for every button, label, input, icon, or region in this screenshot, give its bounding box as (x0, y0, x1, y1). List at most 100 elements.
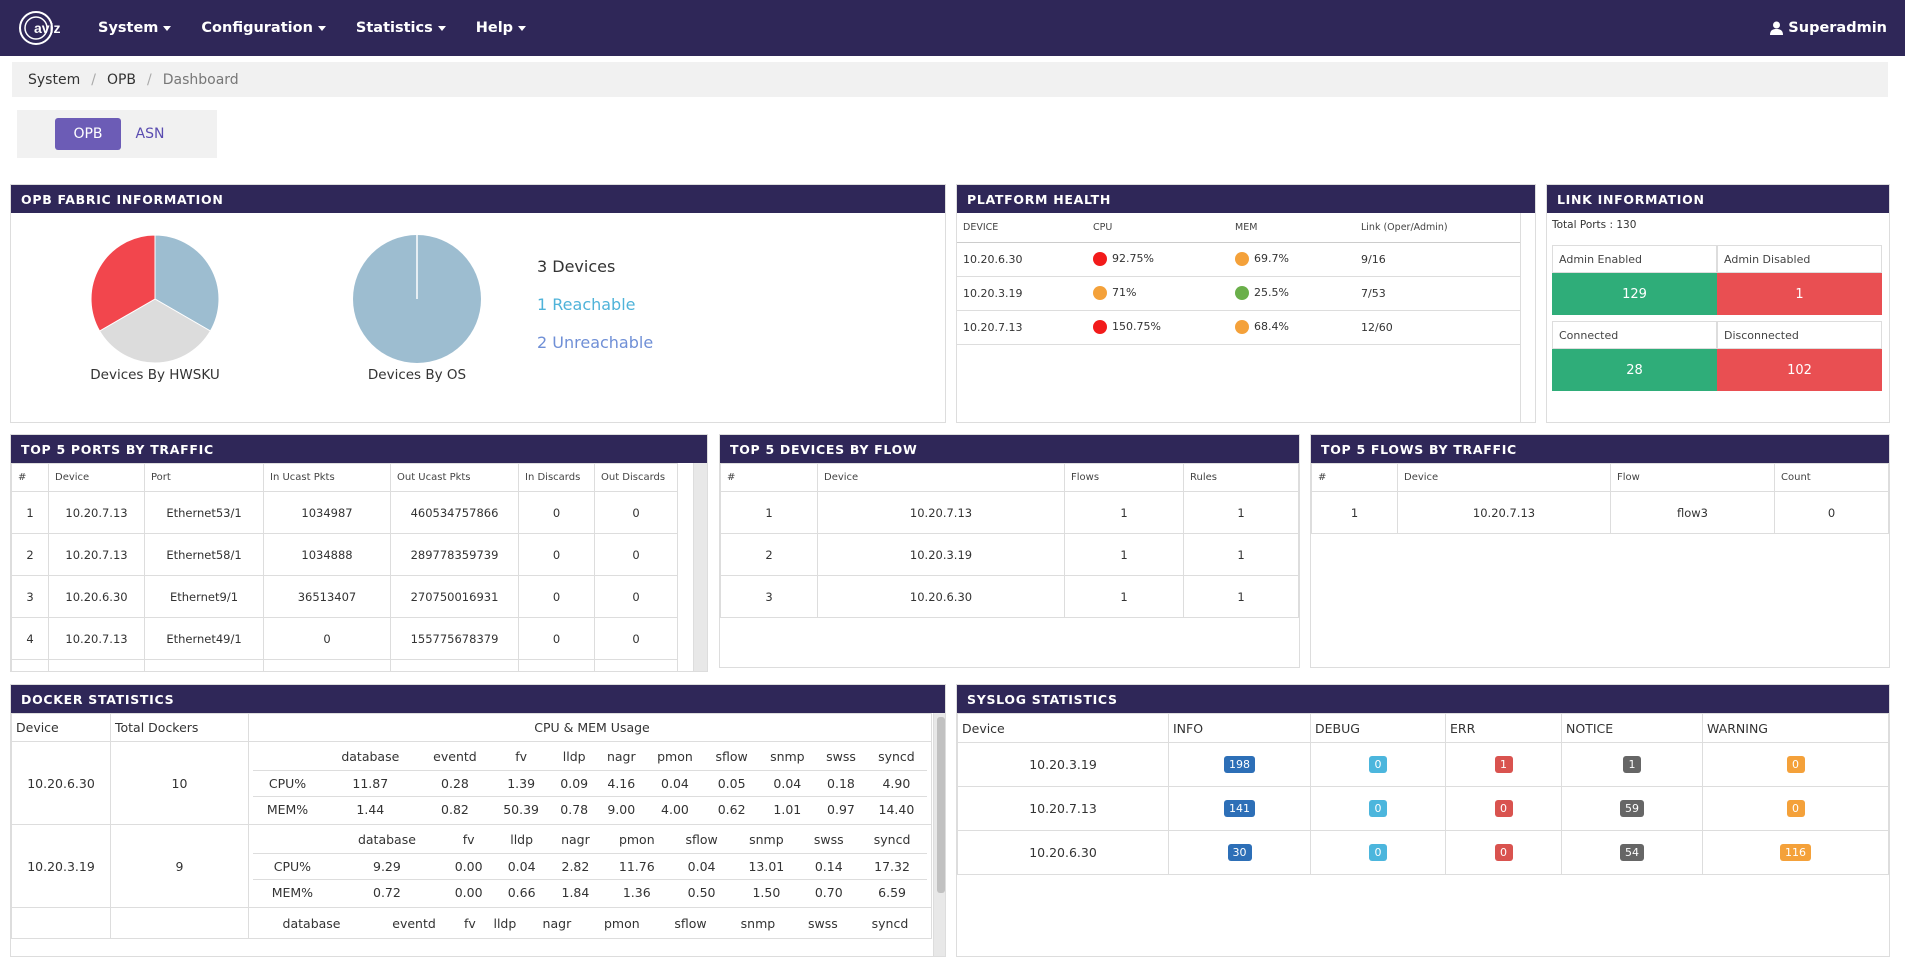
syslog-table: Device INFO DEBUG ERR NOTICE WARNING 10.… (957, 713, 1889, 875)
usage-cell: 0.82 (441, 801, 469, 817)
hwsku-pie: Devices By HWSKU (80, 235, 230, 383)
usage-cell: 0.78 (560, 801, 589, 817)
menu-system[interactable]: System (98, 20, 172, 36)
notice-count-badge[interactable]: 54 (1620, 844, 1644, 861)
device-row[interactable]: 3 10.20.6.30 1 1 (720, 575, 1299, 618)
health-device[interactable]: 10.20.7.13 (957, 310, 1087, 345)
warning-count-badge[interactable]: 0 (1786, 800, 1805, 817)
warning-count-badge[interactable]: 116 (1780, 844, 1811, 861)
usage-cell (253, 827, 332, 854)
port-row[interactable]: 1 10.20.7.13 Ethernet53/1 1034987 4605347578… (11, 491, 678, 534)
docker-device[interactable]: 10.20.3.19 (11, 824, 111, 908)
syslog-cell: 54 (1561, 830, 1703, 875)
usage-cell: nagr (542, 915, 572, 931)
col-out-ucast: Out Ucast Pkts (390, 463, 519, 492)
warning-count-badge[interactable]: 0 (1786, 756, 1805, 773)
cell: Ethernet58/1 (144, 533, 264, 576)
top-flows-panel: TOP 5 FLOWS BY TRAFFIC # Device Flow Cou… (1310, 434, 1890, 668)
cell: 10.20.3.19 (817, 533, 1065, 576)
breadcrumb-dashboard: Dashboard (162, 71, 239, 88)
menu-help[interactable]: Help (476, 20, 527, 36)
main-menu: System Configuration Statistics Help (98, 0, 556, 56)
usage-cell: 4.00 (661, 801, 689, 817)
usage-cell: 0.04 (670, 853, 733, 880)
health-scrollbar[interactable] (1520, 213, 1535, 422)
usage-cell: 0.00 (442, 853, 496, 880)
device-row[interactable]: 2 10.20.3.19 1 1 (720, 533, 1299, 576)
syslog-device[interactable]: 10.20.7.13 (957, 786, 1169, 831)
usage-cell: 0.70 (814, 884, 843, 900)
docker-scrollbar-thumb[interactable] (937, 717, 945, 893)
debug-count-badge[interactable]: 0 (1369, 844, 1387, 861)
fabric-title: OPB FABRIC INFORMATION (11, 185, 945, 213)
col-port: Port (144, 463, 264, 492)
syslog-device[interactable]: 10.20.3.19 (957, 742, 1169, 787)
mem-value: 69.7% (1254, 252, 1289, 265)
docker-device[interactable] (11, 907, 111, 939)
unreachable-devices[interactable]: 2 Unreachable (537, 333, 654, 352)
port-row[interactable]: 2 10.20.7.13 Ethernet58/1 1034888 2897783597… (11, 533, 678, 576)
err-count-badge[interactable]: 0 (1494, 800, 1513, 817)
usage-cell: 4.16 (597, 770, 646, 797)
flow-row[interactable]: 1 10.20.7.13 flow3 0 (1311, 491, 1889, 534)
health-device[interactable]: 10.20.3.19 (957, 276, 1087, 311)
asn-toggle-button[interactable]: ASN (135, 126, 165, 142)
aviz-logo[interactable]: aviz (18, 8, 70, 48)
reachable-devices[interactable]: 1 Reachable (537, 295, 636, 314)
docker-device[interactable]: 10.20.6.30 (11, 741, 111, 825)
info-count-badge[interactable]: 198 (1224, 756, 1255, 773)
port-row[interactable]: 3 10.20.6.30 Ethernet9/1 36513407 2707500169… (11, 575, 678, 618)
health-row: 10.20.7.13 150.75% 68.4% 12/60 (957, 310, 1520, 345)
info-count-badge[interactable]: 141 (1224, 800, 1255, 817)
menu-configuration[interactable]: Configuration (201, 20, 326, 36)
ports-scrollbar[interactable] (693, 463, 707, 671)
debug-count-badge[interactable]: 0 (1369, 800, 1387, 817)
cell: 4 (11, 617, 49, 660)
cell: 36513407 (263, 575, 391, 618)
health-link: 9/16 (1355, 242, 1520, 277)
notice-count-badge[interactable]: 1 (1623, 756, 1641, 773)
cell: 10.20.6.30 (48, 575, 145, 618)
cell (518, 659, 595, 671)
syslog-row: 10.20.7.13 141 0 0 59 0 (957, 786, 1889, 831)
err-count-badge[interactable]: 1 (1494, 756, 1513, 773)
col-info: INFO (1168, 713, 1311, 743)
port-row[interactable]: 4 10.20.7.13 Ethernet49/1 0 155775678379 0 0 (11, 617, 678, 660)
cell (48, 659, 145, 671)
connected-count[interactable]: 28 (1552, 349, 1717, 391)
admin-disabled-count[interactable]: 1 (1717, 273, 1882, 315)
os-pie-chart[interactable] (353, 235, 481, 363)
syslog-row: 10.20.6.30 30 0 0 54 116 (957, 830, 1889, 875)
port-row[interactable] (11, 659, 678, 671)
health-device[interactable]: 10.20.6.30 (957, 242, 1087, 277)
usage-cell: 0.04 (495, 853, 549, 880)
syslog-cell: 0 (1445, 830, 1562, 875)
user-menu[interactable]: Superadmin (1770, 0, 1887, 56)
syslog-device[interactable]: 10.20.6.30 (957, 830, 1169, 875)
col-count: Count (1774, 463, 1889, 492)
disconnected-count[interactable]: 102 (1717, 349, 1882, 391)
docker-scrollbar[interactable] (933, 713, 945, 956)
err-count-badge[interactable]: 0 (1494, 844, 1513, 861)
admin-enabled-count[interactable]: 129 (1552, 273, 1717, 315)
device-row[interactable]: 1 10.20.7.13 1 1 (720, 491, 1299, 534)
menu-statistics[interactable]: Statistics (356, 20, 446, 36)
info-count-badge[interactable]: 30 (1227, 844, 1252, 861)
cell: 0 (1774, 491, 1889, 534)
opb-toggle-button[interactable]: OPB (55, 118, 121, 150)
usage-cell: lldp (550, 744, 598, 771)
hwsku-pie-chart[interactable] (91, 235, 219, 363)
breadcrumb-opb[interactable]: OPB (106, 71, 137, 88)
cell: Ethernet9/1 (144, 575, 264, 618)
usage-cell: 1.39 (491, 770, 551, 797)
top-devices-table: # Device Flows Rules 1 10.20.7.13 1 1 2 10.20… (720, 463, 1299, 618)
notice-count-badge[interactable]: 59 (1620, 800, 1644, 817)
syslog-cell: 0 (1310, 830, 1446, 875)
cell: 1 (1311, 491, 1398, 534)
syslog-title: SYSLOG STATISTICS (957, 685, 1889, 713)
usage-cell: MEM% (271, 884, 314, 900)
col-total-dockers: Total Dockers (110, 713, 249, 742)
hwsku-slice-blue (154, 235, 219, 332)
breadcrumb-system[interactable]: System (28, 71, 81, 88)
debug-count-badge[interactable]: 0 (1369, 756, 1387, 773)
